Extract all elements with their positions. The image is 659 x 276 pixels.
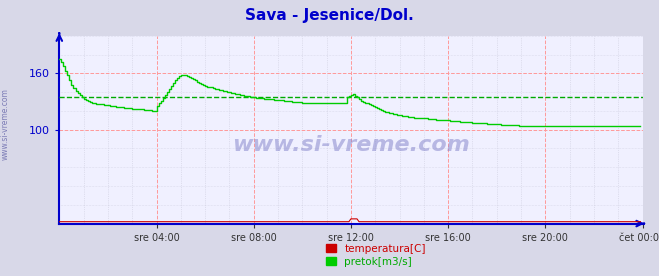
- Text: www.si-vreme.com: www.si-vreme.com: [232, 135, 470, 155]
- Text: www.si-vreme.com: www.si-vreme.com: [1, 88, 10, 160]
- Text: Sava - Jesenice/Dol.: Sava - Jesenice/Dol.: [245, 8, 414, 23]
- Legend: temperatura[C], pretok[m3/s]: temperatura[C], pretok[m3/s]: [322, 239, 430, 271]
